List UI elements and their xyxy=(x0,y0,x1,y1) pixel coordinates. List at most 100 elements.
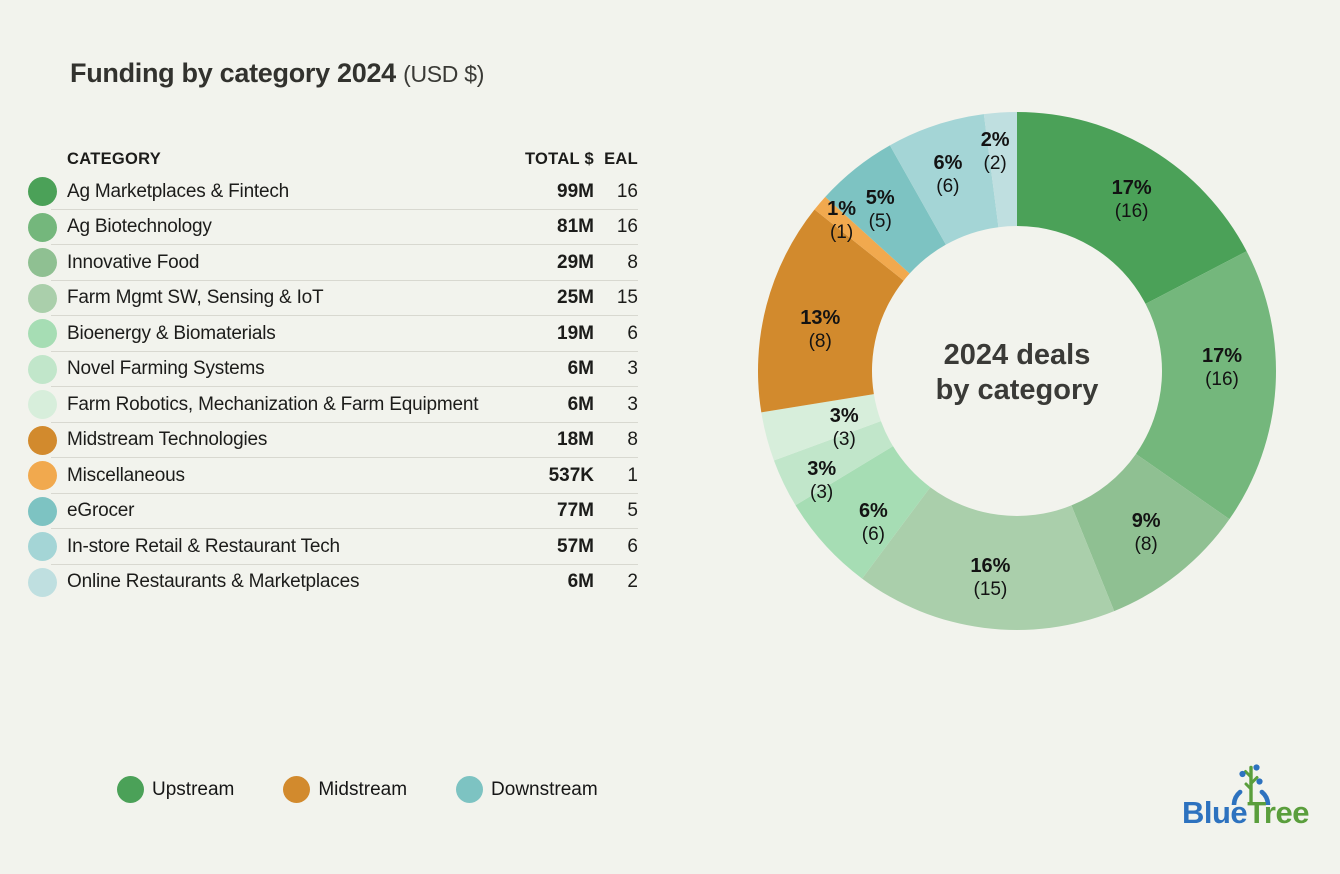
category-name: Farm Mgmt SW, Sensing & IoT xyxy=(67,287,324,309)
category-color-dot xyxy=(28,212,57,242)
logo-text-blue: Blue xyxy=(1182,795,1248,830)
category-color-dot xyxy=(28,248,57,278)
page-title: Funding by category 2024 (USD $) xyxy=(70,58,484,89)
legend-label: Upstream xyxy=(152,778,235,800)
deals-value: 8 xyxy=(627,429,638,451)
table-row: Innovative Food 29M 8 xyxy=(28,245,638,281)
donut-segment-label: 9% (8) xyxy=(1131,509,1161,555)
bluetree-logo: BlueTree xyxy=(1182,755,1332,841)
donut-segment xyxy=(773,421,893,506)
donut-segment xyxy=(758,209,904,413)
category-color-dot xyxy=(28,425,57,455)
category-name: In-store Retail & Restaurant Tech xyxy=(67,535,340,557)
donut-segment-label: 17% (16) xyxy=(1201,345,1242,391)
donut-segment-label: 1% (1) xyxy=(827,197,857,243)
total-value: 18M xyxy=(557,429,594,451)
category-color-dot xyxy=(28,319,57,349)
donut-segment-label: 17% (16) xyxy=(1111,176,1152,222)
donut-segment-label: 5% (5) xyxy=(865,187,895,233)
donut-segment-label: 3% (3) xyxy=(829,405,859,451)
category-color-dot xyxy=(28,177,57,207)
deals-value: 6 xyxy=(627,535,638,557)
table-row: In-store Retail & Restaurant Tech 57M 6 xyxy=(28,529,638,565)
header-category: CATEGORY xyxy=(67,149,162,168)
table-row: Ag Marketplaces & Fintech 99M 16 xyxy=(28,174,638,210)
legend-label: Downstream xyxy=(491,778,598,800)
table-row: Farm Robotics, Mechanization & Farm Equi… xyxy=(28,387,638,423)
deals-value: 5 xyxy=(627,500,638,522)
donut-segment xyxy=(761,394,881,461)
table-row: Online Restaurants & Marketplaces 6M 2 xyxy=(28,565,638,601)
donut-segment xyxy=(1135,251,1276,520)
total-value: 6M xyxy=(567,571,594,593)
table-row: Bioenergy & Biomaterials 19M 6 xyxy=(28,316,638,352)
table-row: Miscellaneous 537K 1 xyxy=(28,458,638,494)
donut-segment xyxy=(825,145,946,274)
table-row: Midstream Technologies 18M 8 xyxy=(28,423,638,459)
category-color-dot xyxy=(28,496,57,526)
category-name: Novel Farming Systems xyxy=(67,358,265,380)
total-value: 19M xyxy=(557,322,594,344)
deals-value: 16 xyxy=(616,180,638,202)
legend-dot xyxy=(456,776,484,803)
total-value: 57M xyxy=(557,535,594,557)
category-table-body: Ag Marketplaces & Fintech 99M 16 Ag Biotech… xyxy=(28,174,638,600)
category-table-header: CATEGORY TOTAL $ EAL xyxy=(28,144,638,174)
donut-segment-label: 16% (15) xyxy=(970,555,1011,601)
tree-icon xyxy=(1231,764,1271,805)
legend-item: Midstream xyxy=(283,776,407,803)
category-table: CATEGORY TOTAL $ EAL Ag Marketplaces & F… xyxy=(28,144,638,600)
deals-value: 3 xyxy=(627,393,638,415)
donut-segment xyxy=(889,114,999,245)
category-name: Innovative Food xyxy=(67,251,200,273)
logo-wordmark: BlueTree xyxy=(1182,795,1309,831)
logo-text-tree: Tree xyxy=(1247,795,1309,830)
donut-chart-svg xyxy=(758,112,1276,630)
total-value: 6M xyxy=(567,393,594,415)
category-color-dot xyxy=(28,532,57,562)
table-row: Ag Biotechnology 81M 16 xyxy=(28,210,638,246)
total-value: 81M xyxy=(557,216,594,238)
donut-segment-label: 3% (3) xyxy=(807,457,837,503)
legend-item: Downstream xyxy=(456,776,598,803)
header-total: TOTAL $ xyxy=(524,149,594,168)
category-name: Farm Robotics, Mechanization & Farm Equi… xyxy=(67,393,479,415)
legend-dot xyxy=(283,776,311,803)
donut-segment xyxy=(795,446,931,579)
legend: Upstream Midstream Downstream xyxy=(117,776,598,803)
deals-value: 15 xyxy=(616,287,638,309)
donut-center-label: 2024 deals by category xyxy=(936,338,1099,408)
total-value: 77M xyxy=(557,500,594,522)
total-value: 29M xyxy=(557,251,594,273)
category-name: Online Restaurants & Marketplaces xyxy=(67,571,360,593)
deals-value: 3 xyxy=(627,358,638,380)
category-color-dot xyxy=(28,461,57,491)
total-value: 25M xyxy=(557,287,594,309)
category-color-dot xyxy=(28,390,57,420)
table-row: Farm Mgmt SW, Sensing & IoT 25M 15 xyxy=(28,281,638,317)
category-name: eGrocer xyxy=(67,500,135,522)
category-name: Ag Marketplaces & Fintech xyxy=(67,180,290,202)
category-color-dot xyxy=(28,283,57,313)
page-title-suffix: (USD $) xyxy=(403,61,485,87)
deals-value: 1 xyxy=(627,464,638,486)
deals-value: 6 xyxy=(627,322,638,344)
deals-value: 8 xyxy=(627,251,638,273)
total-value: 99M xyxy=(557,180,594,202)
legend-label: Midstream xyxy=(318,778,408,800)
donut-segment-label: 6% (6) xyxy=(858,499,888,545)
category-name: Miscellaneous xyxy=(67,464,185,486)
donut-segment xyxy=(814,196,910,281)
header-deals: EAL xyxy=(604,149,638,168)
donut-segment xyxy=(1017,112,1247,304)
category-name: Ag Biotechnology xyxy=(67,216,212,238)
donut-chart: 2024 deals by category 17% (16) 17% (16) 9%(… xyxy=(758,112,1276,630)
total-value: 6M xyxy=(567,358,594,380)
donut-segment-label: 2% (2) xyxy=(980,129,1010,175)
donut-segment-label: 6% (6) xyxy=(933,151,963,197)
donut-center-line2: by category xyxy=(935,374,1099,406)
category-color-dot xyxy=(28,567,57,597)
table-row: Novel Farming Systems 6M 3 xyxy=(28,352,638,388)
table-row: eGrocer 77M 5 xyxy=(28,494,638,530)
legend-dot xyxy=(117,776,144,803)
